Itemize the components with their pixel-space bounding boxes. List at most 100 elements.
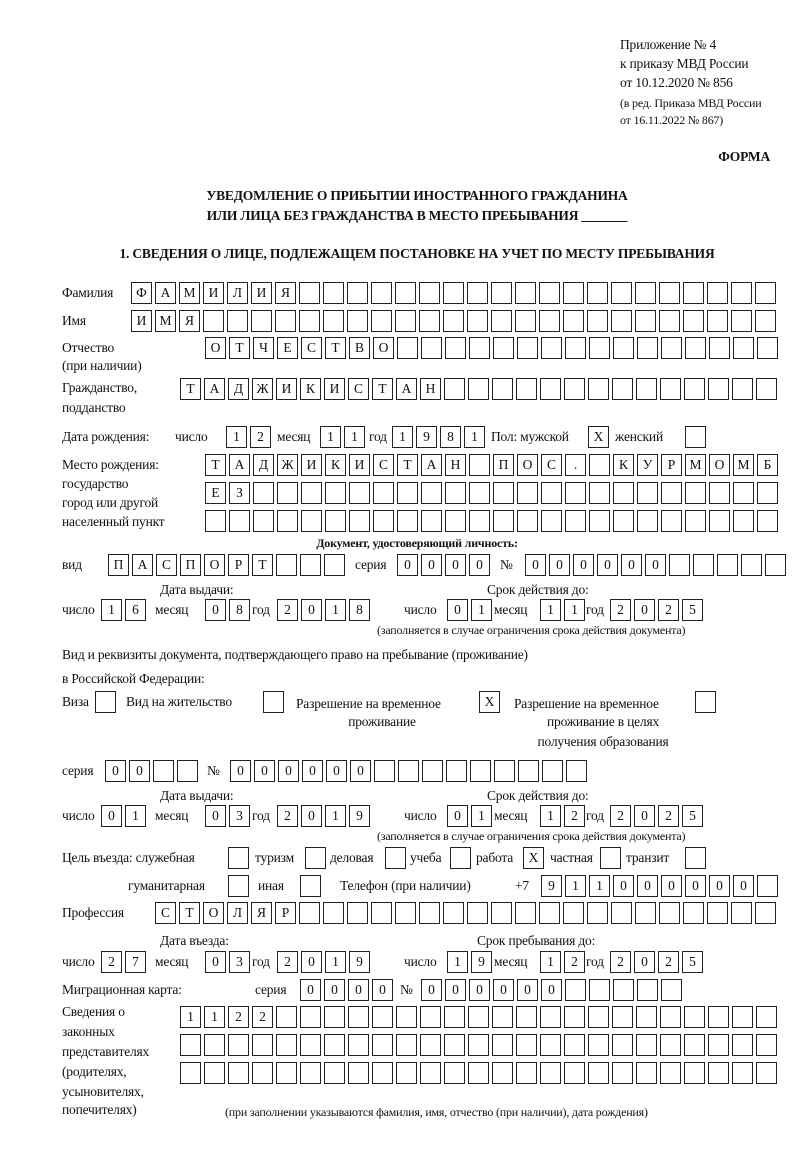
char-box[interactable] — [325, 510, 346, 532]
char-box[interactable]: М — [155, 310, 176, 332]
char-box[interactable]: Т — [229, 337, 250, 359]
char-box[interactable]: Т — [325, 337, 346, 359]
char-box[interactable] — [323, 902, 344, 924]
char-box[interactable] — [717, 554, 738, 576]
char-box[interactable]: С — [156, 554, 177, 576]
char-box[interactable] — [492, 1006, 513, 1028]
char-box[interactable]: 8 — [440, 426, 461, 448]
char-box[interactable] — [494, 760, 515, 782]
char-box[interactable]: 0 — [397, 554, 418, 576]
char-box[interactable]: 0 — [301, 599, 322, 621]
char-box[interactable]: 6 — [125, 599, 146, 621]
char-box[interactable]: О — [517, 454, 538, 476]
char-box[interactable] — [300, 554, 321, 576]
char-box[interactable] — [611, 902, 632, 924]
char-box[interactable] — [276, 1062, 297, 1084]
char-box[interactable]: 0 — [350, 760, 371, 782]
char-box[interactable] — [420, 1034, 441, 1056]
char-box[interactable]: 2 — [658, 805, 679, 827]
char-box[interactable] — [445, 482, 466, 504]
char-box[interactable]: 0 — [326, 760, 347, 782]
char-box[interactable]: Т — [372, 378, 393, 400]
char-box[interactable] — [395, 310, 416, 332]
char-box[interactable]: 0 — [469, 554, 490, 576]
char-box[interactable] — [589, 454, 610, 476]
char-box[interactable] — [300, 1034, 321, 1056]
char-box[interactable] — [589, 510, 610, 532]
char-box[interactable] — [493, 482, 514, 504]
char-box[interactable] — [371, 310, 392, 332]
char-box[interactable] — [349, 510, 370, 532]
char-box[interactable] — [661, 337, 682, 359]
char-box[interactable] — [541, 482, 562, 504]
char-box[interactable] — [540, 378, 561, 400]
char-box[interactable]: П — [493, 454, 514, 476]
char-box[interactable]: 0 — [637, 875, 658, 897]
char-box[interactable] — [518, 760, 539, 782]
char-box[interactable]: К — [300, 378, 321, 400]
char-box[interactable] — [731, 282, 752, 304]
char-box[interactable] — [612, 1062, 633, 1084]
char-box[interactable] — [684, 1062, 705, 1084]
char-box[interactable] — [516, 1062, 537, 1084]
char-box[interactable] — [323, 310, 344, 332]
char-box[interactable]: 0 — [517, 979, 538, 1001]
char-box[interactable]: 1 — [101, 599, 122, 621]
char-box[interactable] — [421, 337, 442, 359]
char-box[interactable]: 2 — [277, 599, 298, 621]
char-box[interactable] — [635, 282, 656, 304]
char-box[interactable] — [733, 510, 754, 532]
char-box[interactable]: И — [301, 454, 322, 476]
char-box[interactable]: Т — [205, 454, 226, 476]
char-box[interactable]: 0 — [525, 554, 546, 576]
char-box[interactable] — [756, 1062, 777, 1084]
char-box[interactable]: И — [131, 310, 152, 332]
char-box[interactable] — [708, 378, 729, 400]
char-box[interactable]: 0 — [541, 979, 562, 1001]
char-box[interactable] — [588, 1006, 609, 1028]
char-box[interactable]: 0 — [469, 979, 490, 1001]
char-box[interactable] — [563, 902, 584, 924]
char-box[interactable] — [443, 282, 464, 304]
char-box[interactable]: 1 — [464, 426, 485, 448]
char-box[interactable]: 0 — [597, 554, 618, 576]
char-box[interactable]: 5 — [682, 599, 703, 621]
char-box[interactable] — [177, 760, 198, 782]
char-box[interactable] — [251, 310, 272, 332]
char-box[interactable]: Е — [277, 337, 298, 359]
char-box[interactable]: 0 — [447, 805, 468, 827]
char-box[interactable] — [563, 282, 584, 304]
char-box[interactable] — [637, 482, 658, 504]
char-box[interactable]: 1 — [325, 805, 346, 827]
char-box[interactable] — [611, 282, 632, 304]
char-box[interactable] — [396, 1034, 417, 1056]
char-box[interactable] — [756, 378, 777, 400]
char-box[interactable]: 0 — [445, 554, 466, 576]
char-box[interactable]: С — [348, 378, 369, 400]
char-box[interactable] — [469, 337, 490, 359]
char-box[interactable]: З — [229, 482, 250, 504]
char-box[interactable]: 0 — [733, 875, 754, 897]
char-box[interactable]: К — [613, 454, 634, 476]
char-box[interactable]: Р — [661, 454, 682, 476]
char-box[interactable] — [755, 282, 776, 304]
char-box[interactable]: О — [373, 337, 394, 359]
char-box[interactable] — [755, 310, 776, 332]
char-box[interactable] — [669, 554, 690, 576]
char-box[interactable] — [637, 337, 658, 359]
char-box[interactable] — [540, 1034, 561, 1056]
char-box[interactable] — [372, 1006, 393, 1028]
char-box[interactable] — [395, 282, 416, 304]
char-box[interactable]: 0 — [445, 979, 466, 1001]
char-box[interactable] — [566, 760, 587, 782]
char-box[interactable] — [517, 482, 538, 504]
char-box[interactable]: 0 — [324, 979, 345, 1001]
char-box[interactable]: Е — [205, 482, 226, 504]
char-box[interactable]: 9 — [349, 805, 370, 827]
char-box[interactable] — [587, 902, 608, 924]
char-box[interactable]: 0 — [634, 951, 655, 973]
char-box[interactable] — [660, 1034, 681, 1056]
char-box[interactable]: 0 — [493, 979, 514, 1001]
char-box[interactable] — [299, 310, 320, 332]
char-box[interactable] — [419, 282, 440, 304]
